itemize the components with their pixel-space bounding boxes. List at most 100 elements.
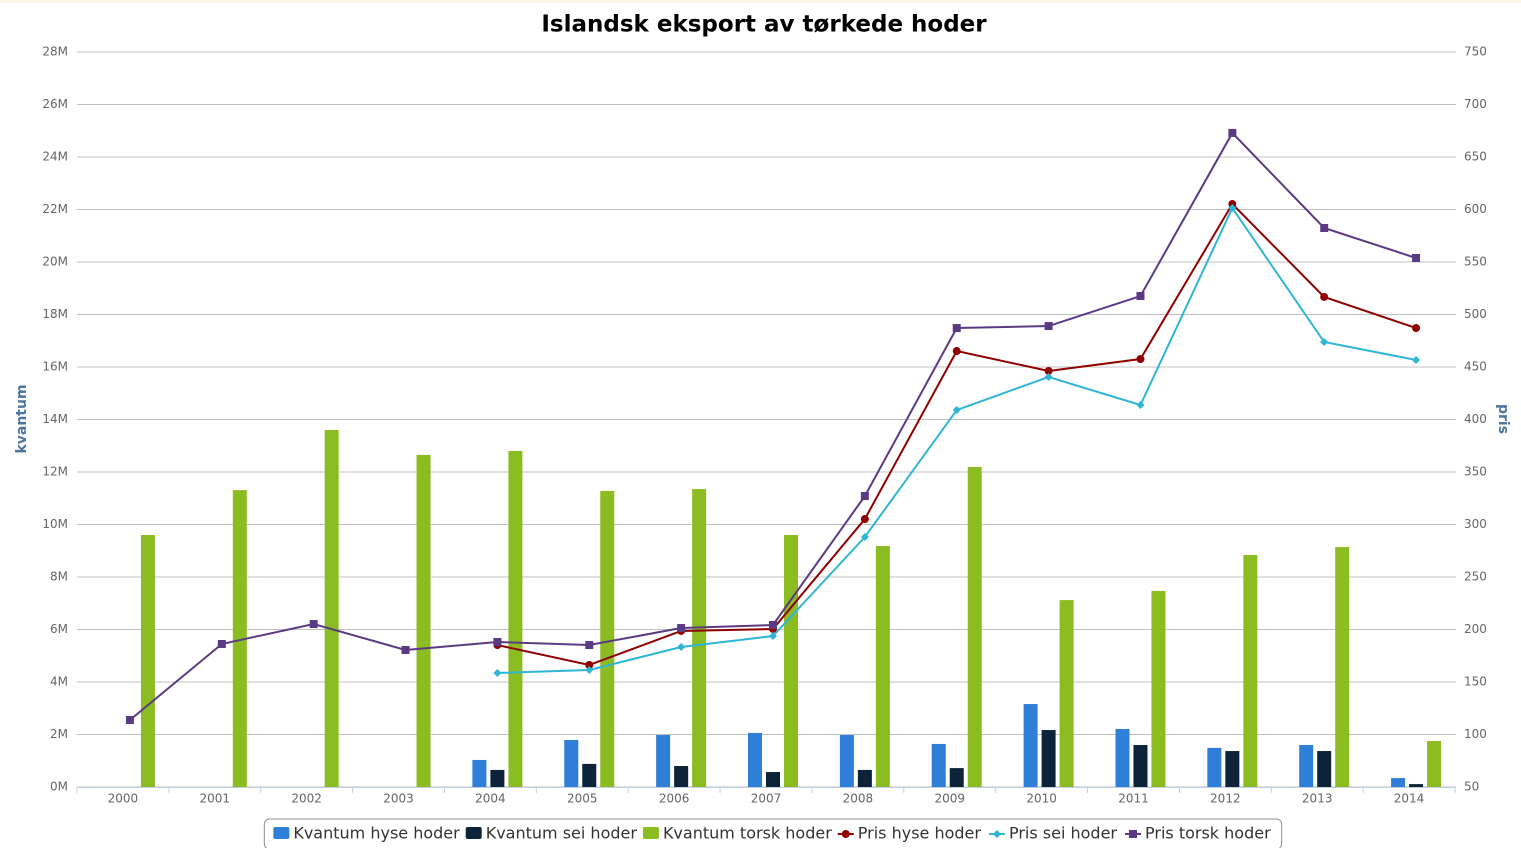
x-tick-label: 2008 xyxy=(843,792,874,806)
bar xyxy=(582,763,597,787)
bar xyxy=(1059,600,1074,787)
y2-tick-label: 400 xyxy=(1464,412,1487,426)
y2-tick-label: 450 xyxy=(1464,360,1487,374)
line-marker xyxy=(585,641,594,650)
line-marker xyxy=(1320,223,1329,232)
legend-symbol xyxy=(465,827,482,839)
bar xyxy=(564,740,579,787)
legend-label: Pris hyse hoder xyxy=(858,824,982,843)
x-tick-label: 2006 xyxy=(659,792,690,806)
x-tick-label: 2014 xyxy=(1394,792,1425,806)
bar xyxy=(766,772,780,787)
x-tick-label: 2004 xyxy=(475,792,506,806)
y-tick-label: 10M xyxy=(42,517,68,531)
line-marker xyxy=(952,406,961,415)
y-tick-label: 4M xyxy=(50,675,68,689)
y-tick-label: 26M xyxy=(42,97,68,111)
legend-label: Kvantum hyse hoder xyxy=(293,824,460,843)
y2-tick-label: 500 xyxy=(1464,307,1487,321)
bar xyxy=(875,546,890,787)
y2-tick-label: 700 xyxy=(1464,97,1487,111)
bar xyxy=(674,766,689,787)
y-tick-label: 2M xyxy=(50,727,68,741)
bar xyxy=(1427,741,1442,787)
bar xyxy=(1115,728,1130,787)
line-marker xyxy=(493,668,502,677)
line-marker xyxy=(493,637,502,646)
bar xyxy=(1243,554,1258,787)
bar xyxy=(490,769,505,787)
y2-tick-label: 100 xyxy=(1464,727,1487,741)
line-marker xyxy=(1320,338,1329,347)
y-tick-label: 16M xyxy=(42,360,68,374)
y2-tick-label: 600 xyxy=(1464,202,1487,216)
line-marker xyxy=(1044,322,1053,331)
y-tick-label: 18M xyxy=(42,307,68,321)
y2-tick-label: 50 xyxy=(1464,780,1479,794)
line xyxy=(497,202,1417,667)
bar xyxy=(1151,590,1166,787)
top-strip xyxy=(0,0,1521,3)
y-tick-label: 14M xyxy=(42,412,68,426)
bar xyxy=(1299,745,1314,787)
x-tick-label: 2007 xyxy=(751,792,782,806)
y2-tick-label: 300 xyxy=(1464,517,1487,531)
x-tick-label: 2011 xyxy=(1118,792,1149,806)
bar xyxy=(232,490,247,787)
bar xyxy=(692,489,707,787)
bar xyxy=(508,451,523,787)
legend: Kvantum hyse hoder Kvantum sei hoder Kvant… xyxy=(263,818,1283,848)
line-marker xyxy=(217,639,226,648)
y2-tick-label: 750 xyxy=(1464,45,1487,59)
bar xyxy=(1317,751,1332,787)
bar xyxy=(140,535,155,787)
y-tick-label: 24M xyxy=(42,150,68,164)
line-marker xyxy=(860,515,869,524)
x-tick-label: 2002 xyxy=(291,792,322,806)
legend-symbol xyxy=(642,827,659,839)
bar xyxy=(839,735,854,787)
y-tick-label: 28M xyxy=(42,45,68,59)
bar xyxy=(784,535,798,787)
line-marker xyxy=(1136,292,1145,301)
line-marker xyxy=(585,666,594,675)
bar xyxy=(472,759,487,787)
legend-label: Pris torsk hoder xyxy=(1145,824,1271,843)
legend-box xyxy=(263,818,1283,848)
bar xyxy=(949,768,964,787)
line-marker xyxy=(860,492,869,501)
y-tick-label: 12M xyxy=(42,465,68,479)
line-marker xyxy=(1136,355,1145,364)
bar xyxy=(1391,778,1406,787)
bar xyxy=(857,769,872,787)
y2-tick-label: 200 xyxy=(1464,622,1487,636)
line-marker xyxy=(1044,372,1053,381)
y-tick-label: 8M xyxy=(50,570,68,584)
bar xyxy=(1041,730,1056,787)
x-tick-label: 2013 xyxy=(1302,792,1333,806)
y-tick-label: 0M xyxy=(50,780,68,794)
line-marker xyxy=(841,830,850,838)
line-marker xyxy=(952,324,961,333)
legend-label: Pris sei hoder xyxy=(1009,824,1117,843)
bar xyxy=(1023,704,1038,787)
x-tick-label: 2012 xyxy=(1210,792,1241,806)
bar xyxy=(416,454,431,787)
y2-tick-label: 250 xyxy=(1464,570,1487,584)
x-tick-label: 2005 xyxy=(567,792,598,806)
y-tick-label: 6M xyxy=(50,622,68,636)
x-tick-label: 2009 xyxy=(934,792,965,806)
legend-label: Kvantum torsk hoder xyxy=(663,824,832,843)
bar xyxy=(1133,745,1148,787)
line-marker xyxy=(769,632,777,641)
line-marker xyxy=(677,643,686,652)
bar xyxy=(1409,784,1424,787)
y-tick-label: 22M xyxy=(42,202,68,216)
line xyxy=(497,206,1417,674)
line-marker xyxy=(309,620,318,629)
line-marker xyxy=(952,347,961,356)
bar xyxy=(967,467,982,787)
bar xyxy=(748,732,762,787)
